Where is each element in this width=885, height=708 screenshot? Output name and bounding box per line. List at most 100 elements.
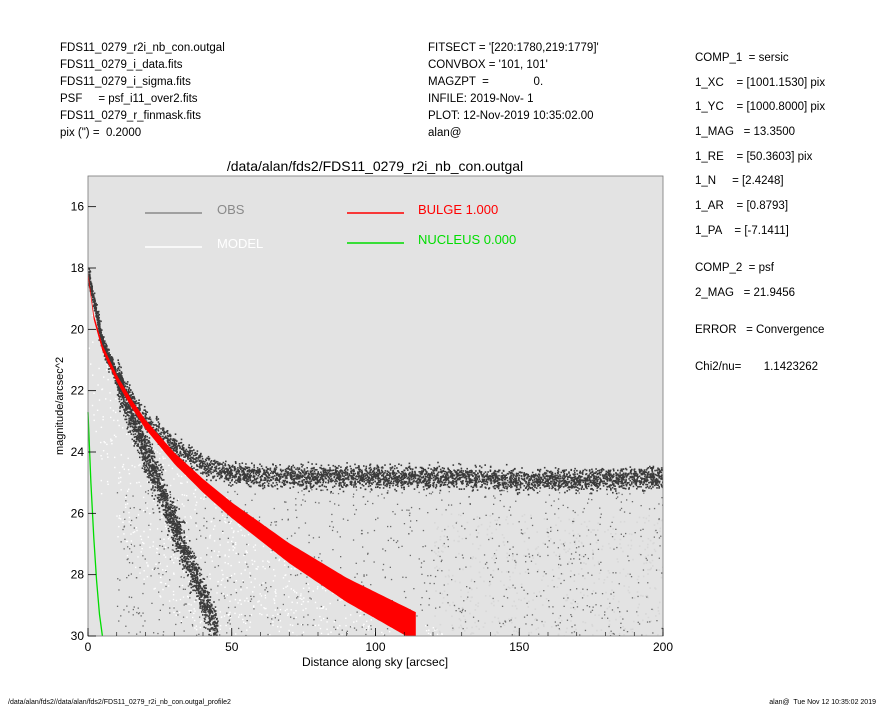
obs-point: [562, 483, 564, 485]
obs-point: [379, 480, 382, 483]
obs-point: [515, 477, 518, 479]
obs-point: [221, 475, 223, 477]
obs-point: [345, 467, 347, 469]
obs-point: [606, 471, 609, 473]
obs-point: [592, 473, 595, 475]
obs-point: [597, 483, 600, 485]
obs-point: [616, 473, 618, 476]
obs-point: [536, 479, 538, 482]
obs-point: [458, 477, 460, 480]
model-point: [275, 595, 277, 597]
model-point: [460, 514, 462, 517]
obs-point: [214, 466, 217, 468]
obs-point: [219, 473, 221, 475]
obs-point: [292, 481, 295, 484]
obs-point: [360, 471, 363, 474]
model-point: [472, 543, 474, 545]
obs-point: [417, 474, 420, 477]
obs-point: [559, 475, 562, 478]
model-point: [441, 513, 443, 516]
obs-point: [581, 475, 583, 478]
obs-point: [137, 402, 139, 405]
obs-point: [423, 480, 426, 483]
model-point: [625, 575, 627, 577]
obs-point: [338, 474, 340, 476]
obs-point: [182, 444, 185, 446]
model-point: [175, 599, 178, 602]
obs-point: [406, 483, 409, 485]
model-point: [495, 549, 498, 551]
obs-point: [597, 478, 599, 481]
obs-point: [259, 484, 261, 486]
obs-point: [662, 481, 663, 484]
model-point: [95, 430, 97, 433]
obs-point: [327, 479, 330, 481]
model-point: [199, 573, 201, 576]
model-point: [659, 601, 661, 604]
obs-point: [660, 471, 662, 474]
obs-point: [516, 480, 518, 482]
obs-point: [236, 479, 239, 482]
model-point: [240, 603, 242, 605]
obs-point: [233, 467, 236, 469]
obs-point: [261, 485, 263, 487]
obs-point: [108, 352, 110, 354]
model-point: [183, 505, 185, 507]
model-point: [491, 621, 494, 623]
obs-point: [567, 475, 569, 478]
obs-point: [131, 396, 134, 398]
obs-point: [527, 487, 530, 490]
obs-point: [265, 471, 267, 474]
model-point: [228, 555, 230, 558]
obs-point: [444, 476, 446, 479]
obs-point: [267, 468, 270, 470]
model-point: [588, 520, 591, 523]
obs-point: [531, 484, 534, 486]
obs-point: [257, 481, 259, 484]
obs-point: [400, 473, 403, 475]
obs-point: [351, 484, 353, 486]
obs-point: [622, 475, 624, 478]
obs-point: [381, 466, 384, 468]
obs-point: [541, 480, 543, 483]
obs-point: [174, 433, 177, 435]
model-point: [295, 616, 297, 619]
obs-point: [294, 471, 296, 474]
obs-point: [385, 478, 387, 481]
obs-point: [574, 472, 576, 474]
model-point: [624, 628, 626, 630]
model-point: [203, 579, 205, 582]
obs-point: [354, 472, 356, 475]
model-point: [128, 521, 130, 523]
obs-point: [563, 470, 566, 472]
model-point: [330, 631, 332, 633]
obs-point: [324, 471, 326, 474]
model-point: [151, 568, 154, 571]
obs-point: [451, 483, 454, 486]
obs-point: [359, 475, 361, 478]
model-point: [264, 597, 267, 599]
model-point: [479, 561, 481, 563]
obs-point: [438, 482, 440, 484]
obs-point: [331, 469, 333, 472]
obs-point: [426, 471, 428, 473]
obs-point: [287, 466, 290, 469]
obs-point: [539, 468, 542, 471]
model-point: [477, 605, 479, 608]
obs-point: [557, 468, 560, 470]
obs-point: [247, 476, 249, 478]
obs-point: [547, 481, 549, 483]
model-point: [647, 543, 649, 546]
obs-point: [574, 484, 577, 486]
obs-point: [201, 455, 203, 458]
obs-point: [212, 471, 214, 474]
obs-point: [378, 470, 381, 472]
model-point: [470, 578, 473, 581]
model-point: [642, 619, 644, 622]
obs-point: [628, 487, 630, 489]
model-point: [592, 590, 595, 592]
model-point: [267, 560, 269, 562]
model-point: [275, 589, 277, 591]
model-point: [220, 583, 222, 586]
model-point: [583, 521, 586, 523]
